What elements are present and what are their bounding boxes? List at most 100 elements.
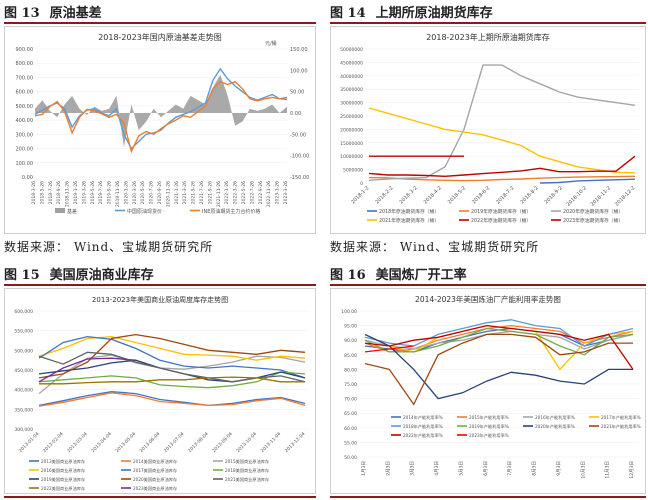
right-tick-label: -150.00 <box>290 175 309 181</box>
x-tick-label: 4月3日 <box>434 461 440 476</box>
series-line-4 <box>364 319 634 347</box>
x-tick-label: 2020-11-26 <box>165 181 171 207</box>
legend-label: 基差 <box>67 208 77 215</box>
x-tick-label: 2021-11-26 <box>216 181 222 207</box>
y-tick-label: 20000000 <box>340 127 363 133</box>
series-line-0 <box>539 178 636 184</box>
legend-label: 2020年产能利用率% <box>535 423 575 430</box>
right-tick-label: 50.00 <box>290 90 304 96</box>
legend-label: 2022年产能利用率% <box>403 432 443 439</box>
figure-13-header: 图 13 原油基差 <box>4 2 102 21</box>
left-tick-label: 500.00 <box>16 104 34 110</box>
x-tick-label: 2019-11-26 <box>115 181 121 207</box>
chart-title: 2018-2023年上期所原油期货库存 <box>426 32 550 42</box>
x-tick-label: 2013-08-04 <box>187 431 210 454</box>
x-tick-label: 2013-05-04 <box>114 431 137 454</box>
x-tick-label: 2013-11-04 <box>259 431 282 454</box>
series-line-3 <box>368 107 636 174</box>
series-line-8 <box>38 351 306 383</box>
y-tick-label: 80.00 <box>344 367 357 373</box>
x-tick-label: 2022-11-26 <box>266 181 272 207</box>
series-line-9 <box>364 345 414 353</box>
legend-label: 2016年产能利用率% <box>535 414 575 421</box>
right-tick-label: 0.00 <box>290 111 301 117</box>
legend-label: 2019年原油期货库存（桶） <box>471 208 531 215</box>
legend-label: 中国原油现货价 <box>127 208 162 215</box>
x-tick-label: 2018-3-26 <box>31 181 37 204</box>
y-tick-label: 5000000 <box>343 168 363 174</box>
y-tick-label: 45000000 <box>340 60 363 66</box>
right-tick-label: 100.00 <box>290 68 308 74</box>
legend-label: 2021年产能利用率% <box>601 423 641 430</box>
figure-number: 图 14 <box>330 6 366 21</box>
x-tick-label: 2020-3-26 <box>132 181 138 204</box>
left-unit-label: 元/桶 <box>265 40 277 47</box>
x-tick-label: 2018-3-2 <box>398 185 418 205</box>
series-line-4 <box>368 155 636 178</box>
x-tick-label: 2022-7-26 <box>249 181 255 204</box>
x-tick-label: 2021-7-26 <box>199 181 205 204</box>
x-tick-label: 2020-7-26 <box>149 181 155 204</box>
legend-label: 2023年产能利用率% <box>469 432 509 439</box>
y-tick-label: 600,000 <box>14 309 33 315</box>
y-tick-label: 0 <box>360 181 363 187</box>
x-tick-label: 2018-7-2 <box>495 185 515 205</box>
y-tick-label: 95.00 <box>344 324 357 330</box>
series-line-5 <box>38 371 306 389</box>
y-tick-label: 550,000 <box>14 329 33 335</box>
x-tick-label: 2022-3-26 <box>233 181 239 204</box>
y-tick-label: 55.00 <box>344 440 357 446</box>
series-line-10 <box>38 357 136 383</box>
x-tick-label: 2022-1-26 <box>224 181 230 204</box>
legend-label: 2015美国商业原油库存 <box>225 458 269 465</box>
x-tick-label: 2019-3-26 <box>81 181 87 204</box>
figure-title: 美国炼厂开工率 <box>375 268 467 283</box>
x-tick-label: 5月3日 <box>458 461 464 476</box>
x-tick-label: 2020-5-26 <box>140 181 146 204</box>
left-tick-label: 400.00 <box>16 118 34 124</box>
x-tick-label: 2023-3-26 <box>283 181 289 204</box>
series-line-2 <box>364 330 634 350</box>
x-tick-label: 2018-6-2 <box>471 185 491 205</box>
legend-label: 2019美国商业原油库存 <box>41 476 85 483</box>
x-tick-label: 1月3日 <box>361 461 367 476</box>
x-tick-label: 7月3日 <box>507 461 513 476</box>
x-tick-label: 2018-7-26 <box>48 181 54 204</box>
series-line-5 <box>364 327 634 356</box>
legend-label: 2020美国商业原油库存 <box>133 476 177 483</box>
x-tick-label: 2013-01-04 <box>18 431 41 454</box>
legend-label: 2023年原油期货库存（桶） <box>563 217 623 224</box>
figure-number: 图 15 <box>4 268 40 283</box>
y-tick-label: 90.00 <box>344 338 357 344</box>
y-tick-label: 40000000 <box>340 74 363 80</box>
chart-title: 2013-2023年美国商业原油周度库存走势图 <box>92 295 228 304</box>
x-tick-label: 2021-5-26 <box>191 181 197 204</box>
legend-label: 2014美国商业原油库存 <box>133 458 177 465</box>
series-line-6 <box>364 333 633 400</box>
data-source: 数据来源： Wind、宝城期货研究所 <box>330 240 540 254</box>
series-line-7 <box>364 333 633 406</box>
figure-title: 原油基差 <box>49 6 102 21</box>
legend-label: 2016美国商业原油库存 <box>41 467 85 474</box>
figure-16-header: 图 16 美国炼厂开工率 <box>330 264 467 283</box>
legend-label: 2022年原油期货库存（桶） <box>471 217 531 224</box>
right-tick-label: -50.00 <box>290 132 306 138</box>
y-tick-label: 70.00 <box>344 397 357 403</box>
figure-14-panel: 图 14 上期所原油期货库存 2018-2023年上期所原油期货库存 5000000… <box>330 2 646 257</box>
figure-14-header: 图 14 上期所原油期货库存 <box>330 2 493 21</box>
y-tick-label: 35000000 <box>340 87 363 93</box>
x-tick-label: 2022-9-26 <box>258 181 264 204</box>
x-tick-label: 3月3日 <box>410 461 416 476</box>
legend-label: 2020年原油期货库存（桶） <box>563 208 623 215</box>
series-line-0 <box>38 390 306 407</box>
y-tick-label: 85.00 <box>344 353 357 359</box>
y-tick-label: 50000000 <box>340 47 363 53</box>
x-tick-label: 2018-9-26 <box>56 181 62 204</box>
x-tick-label: 2018-5-2 <box>447 185 467 205</box>
x-tick-label: 2018-9-2 <box>544 185 564 205</box>
x-tick-label: 2013-06-04 <box>139 431 162 454</box>
x-tick-label: 2013-09-04 <box>211 431 234 454</box>
left-tick-label: 300.00 <box>16 132 34 138</box>
y-tick-label: 30000000 <box>340 101 363 107</box>
